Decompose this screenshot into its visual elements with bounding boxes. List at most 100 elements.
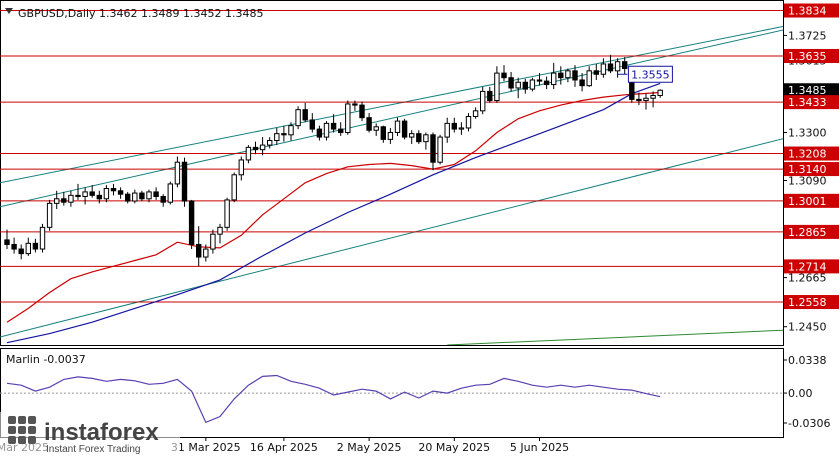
x-tick-label: 20 May 2025 xyxy=(418,441,490,454)
candle-body-bull xyxy=(132,192,138,202)
price-label-text: 1.3635 xyxy=(788,50,827,63)
channel-line xyxy=(0,25,783,184)
candle-body-bear xyxy=(11,243,17,250)
price-label-box xyxy=(784,95,839,110)
candle xyxy=(11,237,17,254)
candle-body-bull xyxy=(494,72,500,102)
candle xyxy=(622,57,628,75)
candle-body-bull xyxy=(551,72,557,86)
candle-body-bear xyxy=(32,242,39,250)
candle-body-bear xyxy=(593,70,599,75)
candle-body-bear xyxy=(352,103,358,106)
candle xyxy=(46,199,53,231)
candle-body-bear xyxy=(508,77,514,89)
candle xyxy=(401,118,408,140)
candle-body-bear xyxy=(572,70,578,81)
candle xyxy=(515,77,521,99)
candle xyxy=(18,244,24,260)
candle xyxy=(153,187,159,200)
candle xyxy=(380,125,387,143)
candle xyxy=(4,229,10,250)
x-tick-label: 5 Jun 2025 xyxy=(510,441,569,454)
candle-body-bull xyxy=(210,233,216,250)
candle xyxy=(302,102,308,123)
candle xyxy=(68,190,74,207)
candle xyxy=(543,76,550,90)
candle xyxy=(89,185,95,198)
y-tick-label: 1.2450 xyxy=(788,321,827,334)
candle xyxy=(323,121,330,141)
candle xyxy=(274,127,280,146)
candle-body-bull xyxy=(409,133,415,138)
candle xyxy=(593,63,599,80)
candle-body-bull xyxy=(103,187,110,200)
candle-body-bear xyxy=(622,61,628,70)
price-label-box xyxy=(784,193,839,208)
candle xyxy=(82,187,88,205)
channel-line xyxy=(0,29,783,208)
candle-body-bull xyxy=(565,70,571,79)
main-plot-area xyxy=(0,10,783,345)
price-label-text: 1.3485 xyxy=(788,84,827,97)
candle xyxy=(366,113,372,133)
marlin-tick-label: 0.00 xyxy=(788,387,813,400)
y-tick-label: 1.3300 xyxy=(788,127,827,140)
candle xyxy=(267,137,273,149)
candle xyxy=(586,66,592,87)
price-label-box xyxy=(784,224,839,239)
candle-body-bear xyxy=(607,63,614,72)
candle-body-bull xyxy=(650,95,656,99)
x-tick-label: 31 Mar 2025 xyxy=(171,441,241,454)
candle xyxy=(210,229,216,254)
candle xyxy=(75,183,81,200)
logo-square xyxy=(18,426,26,434)
candle-body-bull xyxy=(643,97,649,102)
candle-body-bear xyxy=(75,194,81,197)
candle xyxy=(501,65,507,82)
channel-line xyxy=(447,329,783,345)
candle xyxy=(558,66,564,85)
logo-square xyxy=(28,426,36,434)
candle xyxy=(572,65,578,87)
candle-body-bull xyxy=(231,174,237,201)
candle xyxy=(54,190,60,210)
logo-square xyxy=(18,416,26,424)
candle-body-bull xyxy=(387,132,394,140)
candle-body-bear xyxy=(18,248,24,255)
candle xyxy=(330,114,337,133)
candle xyxy=(536,73,543,86)
ma-blue-line xyxy=(6,82,661,344)
x-tick-label: 16 Apr 2025 xyxy=(250,441,318,454)
candle-body-bull xyxy=(238,159,245,176)
candle xyxy=(352,100,358,111)
candle xyxy=(508,71,514,92)
channel-line xyxy=(0,138,783,338)
candle-body-bull xyxy=(444,122,450,138)
candle xyxy=(203,244,209,262)
candle xyxy=(636,92,642,106)
logo-square xyxy=(8,426,16,434)
price-label-text: 1.2714 xyxy=(788,260,827,273)
candle xyxy=(217,223,223,244)
candle-body-bull xyxy=(259,144,266,151)
candle-body-bear xyxy=(188,200,195,245)
candle xyxy=(387,127,394,144)
candle xyxy=(494,66,500,103)
price-label-text: 1.2558 xyxy=(788,296,827,309)
x-tick-label: 2 May 2025 xyxy=(337,441,402,454)
candle-body-bull xyxy=(458,127,465,130)
candle-body-bull xyxy=(394,120,401,134)
candle-body-bear xyxy=(153,191,159,197)
price-label-box xyxy=(784,259,839,274)
candle-body-bear xyxy=(89,191,95,196)
candle xyxy=(437,134,443,165)
marlin-title: Marlin -0.0037 xyxy=(6,353,86,366)
candle xyxy=(309,113,316,133)
candle xyxy=(245,145,252,164)
candle xyxy=(529,77,536,92)
annotation-label: 1.3555 xyxy=(631,68,670,81)
price-label-text: 1.3140 xyxy=(788,163,827,176)
candle-body-bull xyxy=(657,89,663,97)
candle xyxy=(110,183,117,196)
